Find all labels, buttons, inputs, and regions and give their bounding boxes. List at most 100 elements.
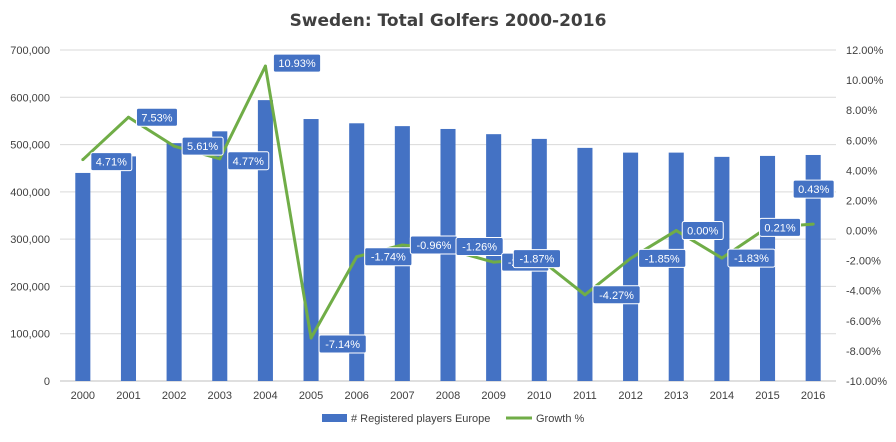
bar xyxy=(303,119,319,381)
x-tick-label: 2010 xyxy=(527,390,551,402)
right-tick-label: -4.00% xyxy=(846,286,881,298)
bar xyxy=(166,143,182,381)
x-tick-label: 2011 xyxy=(573,390,597,402)
data-label: -4.27% xyxy=(599,290,634,302)
line-point xyxy=(172,144,176,148)
bar xyxy=(805,154,821,381)
legend-bar-swatch xyxy=(322,414,347,422)
chart-title: Sweden: Total Golfers 2000-2016 xyxy=(290,11,607,31)
x-tick-label: 2015 xyxy=(755,390,779,402)
right-tick-label: 2.00% xyxy=(846,195,877,207)
data-label-box xyxy=(227,151,270,171)
data-label: -1.74% xyxy=(371,252,406,264)
data-label: -1.87% xyxy=(519,254,554,266)
data-label-box xyxy=(592,285,641,305)
x-tick-label: 2002 xyxy=(162,390,186,402)
x-tick-label: 2009 xyxy=(481,390,505,402)
line-point xyxy=(583,293,587,297)
left-tick-label: 700,000 xyxy=(10,45,50,57)
data-label: -1.26% xyxy=(462,242,497,254)
x-tick-label: 2012 xyxy=(618,390,642,402)
data-label: -1.85% xyxy=(645,253,680,265)
x-tick-label: 2000 xyxy=(71,390,95,402)
data-label-box xyxy=(364,247,413,267)
x-tick-label: 2001 xyxy=(116,390,140,402)
x-tick-label: 2014 xyxy=(710,390,734,402)
bar xyxy=(714,156,730,381)
line-point xyxy=(126,115,130,119)
legend-line-label: Growth % xyxy=(536,413,585,425)
bar xyxy=(759,155,776,381)
right-tick-label: -8.00% xyxy=(846,346,881,358)
data-label: -1.83% xyxy=(734,253,769,265)
left-tick-label: 600,000 xyxy=(10,92,50,104)
line-point xyxy=(355,255,359,259)
line-point xyxy=(309,336,313,340)
bar xyxy=(349,123,365,382)
data-label-box xyxy=(455,237,504,257)
legend-bar-label: # Registered players Europe xyxy=(351,413,490,425)
data-label-box xyxy=(318,334,367,354)
data-label: 0.43% xyxy=(798,184,829,196)
left-tick-label: 400,000 xyxy=(10,187,50,199)
bar xyxy=(75,172,91,381)
bar xyxy=(257,100,273,381)
data-label: 7.53% xyxy=(141,112,172,124)
right-tick-label: 8.00% xyxy=(846,105,877,117)
data-label-box xyxy=(792,179,835,199)
data-label-box xyxy=(512,249,561,269)
x-tick-label: 2006 xyxy=(344,390,368,402)
right-axis-ticks: -10.00% -8.00% -6.00% -4.00% -2.00% 0.00% 2.00… xyxy=(846,45,887,388)
x-tick-label: 2013 xyxy=(664,390,688,402)
line-point xyxy=(720,256,724,260)
right-tick-label: 6.00% xyxy=(846,135,877,147)
data-label-box xyxy=(759,217,802,237)
data-label-box xyxy=(727,248,776,268)
bar xyxy=(120,156,137,381)
right-tick-label: -2.00% xyxy=(846,256,881,268)
data-label-box xyxy=(135,107,178,127)
data-label-box xyxy=(681,221,724,241)
line-point xyxy=(629,256,633,260)
right-tick-label: -6.00% xyxy=(846,316,881,328)
left-tick-label: 0 xyxy=(44,376,50,388)
x-tick-label: 2016 xyxy=(801,390,825,402)
bar xyxy=(212,131,228,381)
x-tick-label: 2005 xyxy=(299,390,323,402)
left-tick-label: 100,000 xyxy=(10,329,50,341)
x-axis-ticks: 2000 2001 2002 2003 2004 2005 2006 2007 2008 2009… xyxy=(71,390,826,402)
data-labels: 4.71% 7.53% 5.61% 4.77% 10.93% -7.14% -1.74% -0… xyxy=(90,53,835,354)
data-label-box xyxy=(272,53,322,73)
line-point xyxy=(400,243,404,247)
x-tick-label: 2007 xyxy=(390,390,414,402)
left-tick-label: 200,000 xyxy=(10,281,50,293)
data-label: 5.61% xyxy=(187,141,218,153)
bar xyxy=(440,128,456,381)
data-label: -7.14% xyxy=(325,339,360,351)
data-label: 4.77% xyxy=(233,156,264,168)
line-point xyxy=(492,260,496,264)
data-label-box xyxy=(181,136,224,156)
right-tick-label: 12.00% xyxy=(846,45,884,57)
left-tick-label: 500,000 xyxy=(10,140,50,152)
right-tick-label: 10.00% xyxy=(846,75,884,87)
x-tick-label: 2008 xyxy=(436,390,460,402)
bar xyxy=(486,134,502,381)
line-point xyxy=(263,64,267,68)
data-label: 4.71% xyxy=(96,157,127,169)
line-point xyxy=(81,158,85,162)
line-point xyxy=(811,222,815,226)
right-tick-label: -10.00% xyxy=(846,376,887,388)
bar xyxy=(577,147,593,381)
right-tick-label: 0.00% xyxy=(846,226,877,238)
line-point xyxy=(218,157,222,161)
data-label: -0.96% xyxy=(417,240,452,252)
x-tick-label: 2004 xyxy=(253,390,277,402)
bar xyxy=(623,152,639,381)
data-label-box xyxy=(638,248,687,268)
data-label-box xyxy=(90,152,133,172)
line-point xyxy=(674,229,678,233)
data-label: 0.00% xyxy=(687,226,718,238)
